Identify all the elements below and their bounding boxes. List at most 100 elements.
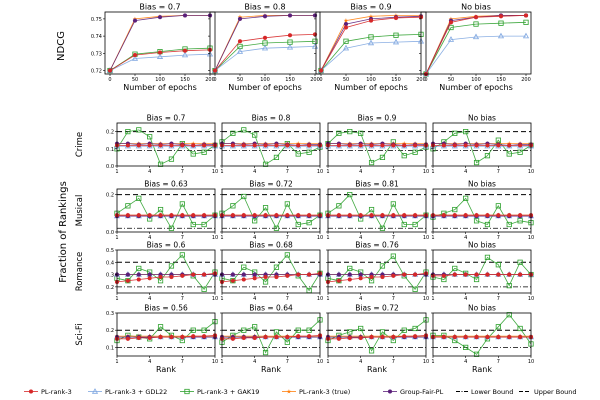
data-point [498,20,504,26]
data-point [287,33,293,38]
series-line [221,129,321,165]
data-point [307,272,312,277]
data-point [441,213,446,218]
x-tick-label: 10 [317,235,323,241]
legend-label: PL-rank-3 + GAK19 [197,388,259,396]
data-point [284,252,290,258]
data-point [169,143,174,148]
x-tick-label: 1 [431,169,434,175]
data-point [274,334,279,340]
x-axis-label: Rank [472,365,492,374]
panel-title: Bias = 0.76 [355,241,399,250]
x-tick-label: 100 [260,77,270,83]
legend-marker [28,389,34,394]
data-point [474,143,479,148]
x-tick-label: 1 [326,169,329,175]
panel-frame [327,122,427,167]
data-point [180,213,185,218]
series-line [327,272,427,283]
data-point [474,272,479,277]
data-point [506,283,512,289]
y-tick-label: 0.4 [106,260,114,266]
data-point [401,221,407,228]
data-point [263,334,268,340]
x-tick-label: 10 [212,235,218,241]
data-point [369,143,374,148]
x-tick-label: 150 [180,77,190,83]
data-point [241,327,247,333]
x-tick-label: 150 [285,77,295,83]
series-line [221,272,321,283]
x-tick-label: 7 [286,359,289,365]
data-point [347,277,352,282]
data-point [472,33,480,40]
data-point [261,44,269,51]
data-point [273,225,280,231]
data-point [379,225,386,231]
series-line [320,14,421,71]
data-point [191,334,196,339]
y-tick-label: 0.3 [106,311,114,317]
data-point [401,327,407,333]
x-tick-label: 7 [497,169,500,175]
data-point [285,213,290,218]
data-point [125,213,130,218]
data-point [391,273,396,278]
data-point [230,336,235,341]
x-tick-label: 10 [212,296,218,302]
legend-label: PL-rank-3 [41,388,72,396]
data-point [369,334,374,340]
panel-title: Bias = 0.9 [358,114,397,123]
panel-frame [420,11,532,75]
data-point [463,195,469,201]
data-point [169,334,174,340]
data-point [463,213,468,218]
x-tick-label: 10 [423,359,429,365]
data-point [136,195,142,201]
data-point [131,55,139,61]
data-point [347,335,352,341]
x-tick-label: 4 [359,235,362,241]
x-tick-label: 50 [237,77,243,83]
legend-label: Lower Bound [471,388,513,396]
x-tick-label: 4 [253,235,256,241]
data-point [368,159,375,166]
x-tick-label: 7 [286,296,289,302]
data-point [241,193,247,200]
data-point [147,143,152,148]
x-tick-label: 4 [253,169,256,175]
series-line [116,272,216,283]
panel-frame [116,312,216,357]
data-point [147,276,152,281]
data-point [296,272,301,277]
data-point [412,325,418,332]
x-tick-label: 0 [424,77,427,83]
data-point [507,143,512,148]
data-point [473,218,480,224]
data-point [241,264,247,270]
x-tick-label: 200 [521,77,531,83]
data-point [182,48,188,53]
data-point [311,43,319,49]
data-point [179,252,185,258]
data-point [452,272,457,277]
data-point [307,334,312,339]
data-point [295,327,301,333]
series-line [221,254,321,292]
x-tick-label: 150 [496,77,506,83]
panel-frame [432,122,532,167]
x-tick-label: 50 [132,77,138,83]
data-point [523,19,529,25]
data-point [201,221,207,228]
series-line [432,131,532,164]
data-point [358,143,363,148]
series-line [425,35,526,75]
x-tick-label: 7 [181,359,184,365]
data-point [517,325,523,332]
data-point [402,334,407,339]
